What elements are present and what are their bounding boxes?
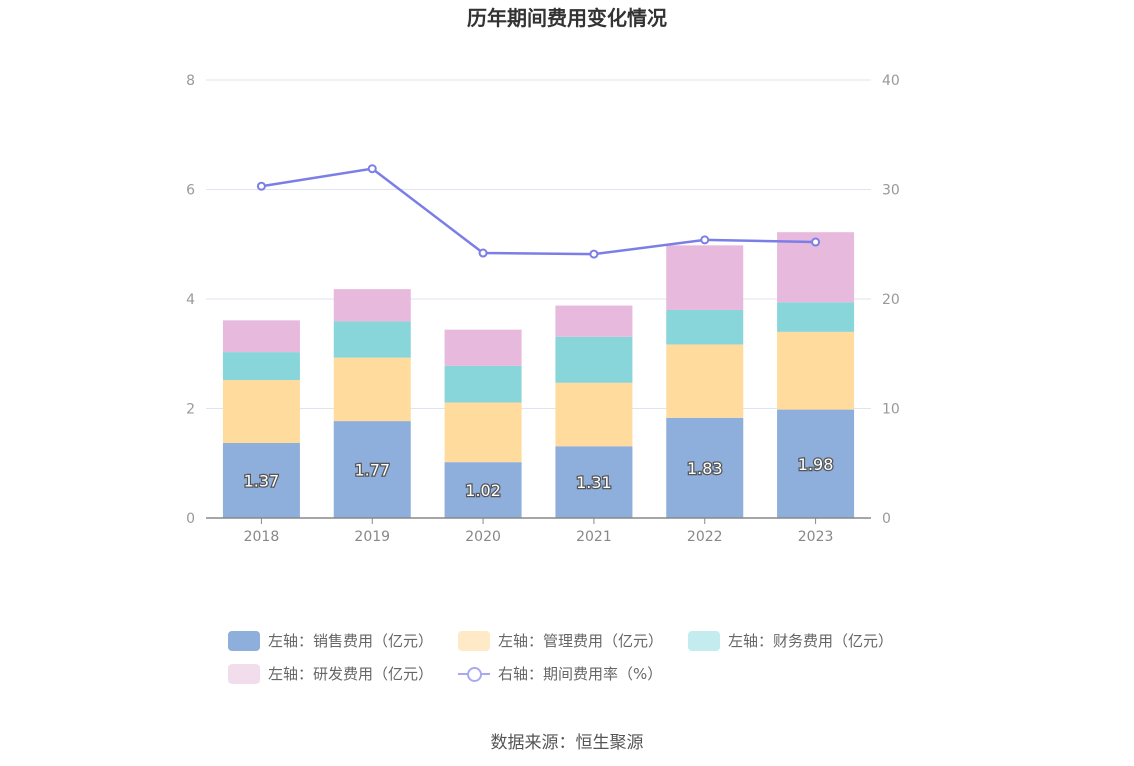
legend-label-rate: 右轴：期间费用率（%） xyxy=(498,665,663,683)
x-tick-label: 2022 xyxy=(687,529,723,545)
legend-swatch-rnd xyxy=(228,663,260,684)
bar-admin-2023 xyxy=(777,331,855,410)
chart-title: 历年期间费用变化情况 xyxy=(467,6,667,30)
bar-rnd-2021 xyxy=(555,305,633,337)
bar-data-label: 1.98 xyxy=(798,455,834,474)
bar-finance-2021 xyxy=(555,336,633,383)
bar-finance-2023 xyxy=(777,302,855,332)
legend-swatch-sales xyxy=(228,630,260,651)
bar-sales-2023 xyxy=(777,409,855,518)
left-tick-label: 4 xyxy=(186,292,195,308)
bar-sales-2019 xyxy=(333,421,411,518)
bar-data-label: 1.02 xyxy=(465,481,501,500)
bar-data-label: 1.77 xyxy=(354,461,390,480)
right-tick-label: 0 xyxy=(882,511,891,527)
rate-point-2021 xyxy=(589,249,599,259)
bar-rnd-2019 xyxy=(333,289,411,322)
x-axis: 2018 2019 2020 2021 2022 2023 xyxy=(206,517,871,545)
legend-label-finance: 左轴：财务费用（亿元） xyxy=(728,632,894,650)
legend-label-admin: 左轴：管理费用（亿元） xyxy=(498,632,664,650)
bar-sales-2020 xyxy=(444,462,522,518)
bar-rnd-2022 xyxy=(666,245,744,310)
legend-swatch-admin xyxy=(458,630,490,651)
bar-admin-2019 xyxy=(333,357,411,422)
bar-admin-2020 xyxy=(444,402,522,463)
bar-series xyxy=(222,232,855,518)
right-tick-label: 10 xyxy=(882,402,900,418)
x-tick-label: 2023 xyxy=(798,529,834,545)
bar-data-labels: 1.37 1.77 1.02 1.31 1.83 1.98 xyxy=(242,454,834,502)
rate-point-2018 xyxy=(256,181,266,191)
bar-finance-2019 xyxy=(333,321,411,358)
x-tick-label: 2019 xyxy=(354,529,390,545)
bar-data-label: 1.31 xyxy=(576,473,612,492)
bar-data-label: 1.37 xyxy=(244,471,280,490)
right-tick-label: 20 xyxy=(882,292,900,308)
left-tick-label: 8 xyxy=(186,73,195,89)
legend-item-rate[interactable]: 右轴：期间费用率（%） xyxy=(458,663,662,684)
right-axis-ticks: 0 10 20 30 40 xyxy=(882,73,900,527)
legend-swatch-finance xyxy=(688,630,720,651)
rate-line-path xyxy=(261,167,816,256)
bar-admin-2018 xyxy=(222,380,300,443)
bar-data-label: 1.83 xyxy=(687,459,723,478)
x-tick-label: 2020 xyxy=(465,529,501,545)
bar-admin-2021 xyxy=(555,382,633,447)
legend-swatch-rate xyxy=(458,664,490,684)
left-axis-ticks: 0 2 4 6 8 xyxy=(186,73,195,527)
left-tick-label: 6 xyxy=(186,183,195,199)
legend-item-rnd[interactable]: 左轴：研发费用（亿元） xyxy=(228,663,433,684)
x-tick-label: 2021 xyxy=(576,529,612,545)
bar-rnd-2018 xyxy=(222,320,300,353)
rate-point-2023 xyxy=(811,237,821,247)
bar-finance-2018 xyxy=(222,352,300,381)
bar-sales-2018 xyxy=(222,442,300,518)
rate-point-2019 xyxy=(367,164,377,174)
left-tick-label: 2 xyxy=(186,402,195,418)
x-tick-label: 2018 xyxy=(244,529,280,545)
data-source: 数据来源：恒生聚源 xyxy=(490,733,644,753)
rate-point-2020 xyxy=(478,248,488,258)
legend-item-sales[interactable]: 左轴：销售费用（亿元） xyxy=(228,630,433,651)
bar-sales-2022 xyxy=(666,417,744,518)
bar-admin-2022 xyxy=(666,344,744,418)
right-tick-label: 40 xyxy=(882,73,900,89)
left-tick-label: 0 xyxy=(186,511,195,527)
expense-rate-line xyxy=(256,164,821,259)
bar-rnd-2020 xyxy=(444,329,522,366)
rate-point-2022 xyxy=(700,235,710,245)
bar-finance-2022 xyxy=(666,309,744,345)
grid-lines xyxy=(206,79,871,409)
right-tick-label: 30 xyxy=(882,183,900,199)
legend-item-admin[interactable]: 左轴：管理费用（亿元） xyxy=(458,630,663,651)
bar-finance-2020 xyxy=(444,365,522,403)
bar-sales-2021 xyxy=(555,446,633,518)
legend-label-sales: 左轴：销售费用（亿元） xyxy=(268,632,434,650)
legend-item-finance[interactable]: 左轴：财务费用（亿元） xyxy=(688,630,893,651)
legend-label-rnd: 左轴：研发费用（亿元） xyxy=(268,665,434,683)
